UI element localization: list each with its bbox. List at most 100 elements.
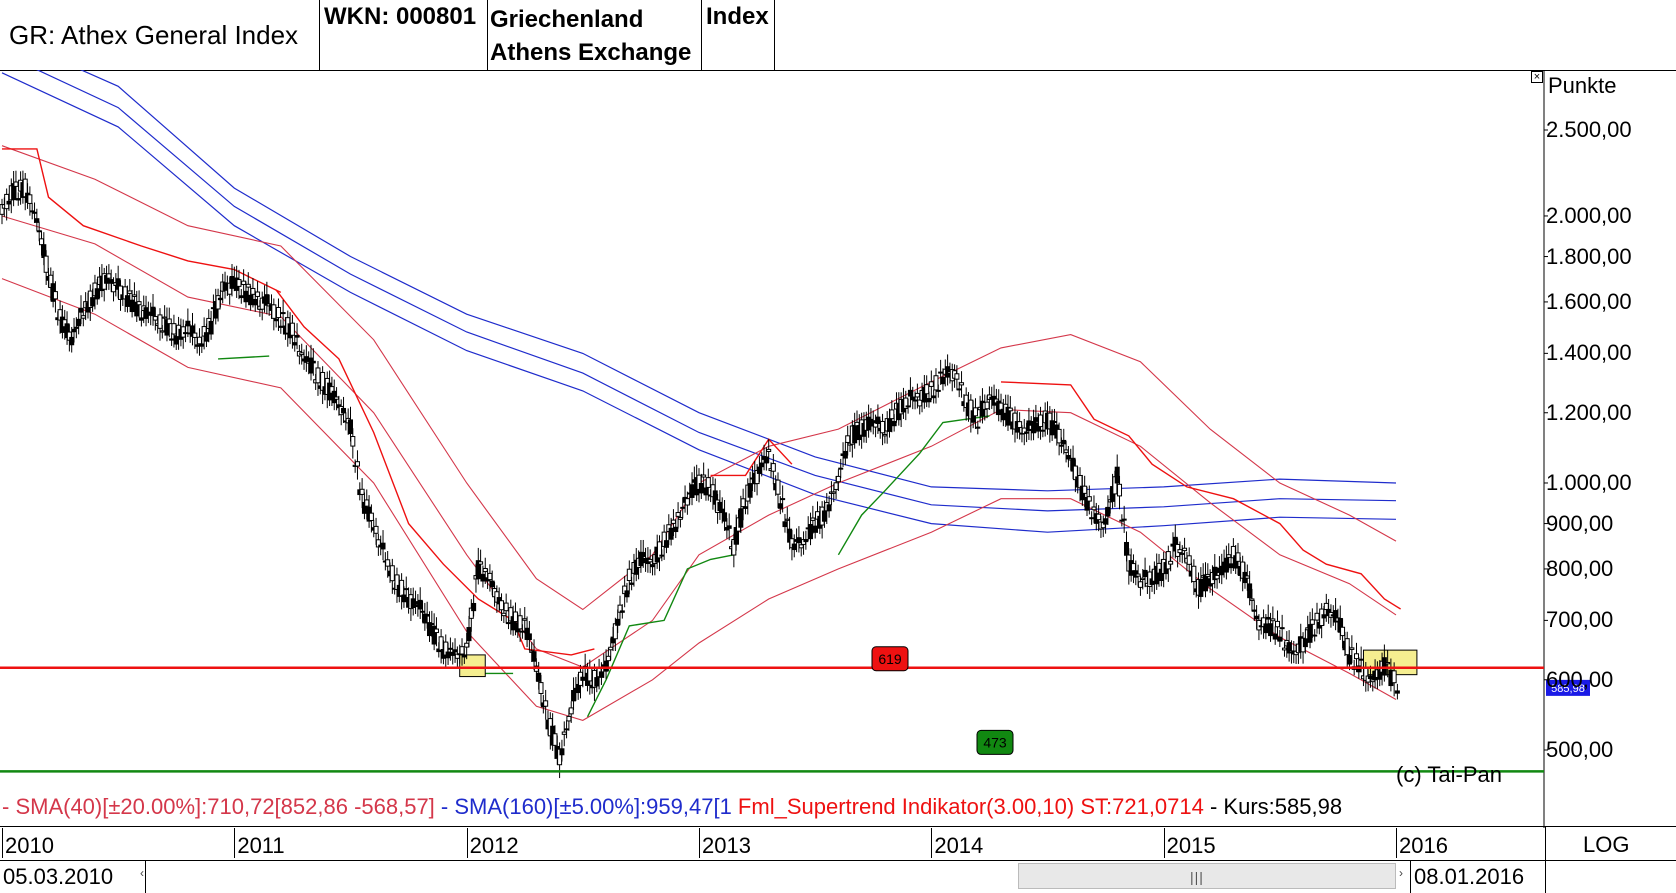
candle bbox=[1114, 454, 1120, 490]
candle bbox=[1168, 555, 1174, 572]
candle bbox=[1381, 644, 1387, 682]
candle bbox=[380, 530, 386, 561]
price-chart[interactable]: 619 473 585,98 bbox=[0, 70, 1676, 828]
candle bbox=[677, 510, 683, 528]
candle bbox=[452, 638, 458, 663]
candle bbox=[801, 531, 807, 555]
candle bbox=[159, 324, 165, 339]
x-tick-mark bbox=[1396, 828, 1397, 858]
candle bbox=[1086, 485, 1092, 515]
candle bbox=[1270, 606, 1276, 635]
candle bbox=[926, 391, 932, 408]
candle bbox=[196, 328, 202, 356]
exchange-label: Griechenland Athens Exchange bbox=[488, 0, 702, 70]
instrument-title: GR: Athex General Index bbox=[0, 0, 320, 70]
candle bbox=[0, 198, 5, 225]
candle bbox=[11, 170, 17, 207]
candle bbox=[15, 192, 21, 206]
y-tick-label: 1.400,00 bbox=[1546, 340, 1632, 366]
candle bbox=[852, 412, 858, 449]
candle bbox=[1249, 588, 1255, 612]
candle bbox=[1349, 635, 1355, 664]
candle bbox=[838, 458, 844, 479]
candle bbox=[945, 354, 951, 386]
candle bbox=[1314, 602, 1320, 634]
x-tick-mark bbox=[2, 828, 3, 858]
copyright-text: (c) Tai-Pan bbox=[1396, 762, 1502, 787]
candle bbox=[561, 721, 567, 747]
candle bbox=[255, 281, 261, 310]
scrollbar-thumb-grip-icon[interactable]: ||| bbox=[1190, 869, 1204, 885]
candle bbox=[959, 371, 965, 398]
candle bbox=[673, 519, 679, 539]
candle bbox=[145, 301, 151, 324]
candle bbox=[571, 677, 577, 711]
log-scale-toggle[interactable]: LOG bbox=[1583, 832, 1630, 857]
candle bbox=[531, 639, 537, 671]
supertrend-segment-1 bbox=[218, 355, 270, 360]
candle bbox=[1385, 649, 1391, 678]
candle bbox=[1228, 556, 1234, 574]
supertrend-segment-0 bbox=[2, 148, 282, 294]
plot-area bbox=[0, 70, 1418, 779]
candle bbox=[782, 513, 788, 533]
y-axis-label: Punkte bbox=[1548, 73, 1617, 98]
candle bbox=[907, 377, 913, 408]
candle bbox=[770, 453, 776, 485]
candle bbox=[169, 332, 175, 346]
y-tick-label: 800,00 bbox=[1546, 555, 1614, 581]
candle bbox=[972, 398, 978, 429]
candle bbox=[791, 534, 797, 558]
candle bbox=[657, 535, 663, 572]
candle bbox=[310, 348, 316, 376]
legend-sma40: - SMA(40)[±20.00%]:710,72[852,86 -568,57… bbox=[2, 794, 435, 819]
candle bbox=[138, 310, 144, 327]
sma160-band-0 bbox=[79, 70, 1397, 492]
candle bbox=[587, 659, 593, 695]
candle bbox=[1312, 629, 1318, 642]
resistance-label-box bbox=[871, 646, 909, 672]
x-tick-mark bbox=[234, 828, 236, 858]
candle bbox=[578, 664, 584, 699]
candle bbox=[164, 307, 170, 342]
candle bbox=[826, 495, 832, 518]
candle bbox=[413, 590, 419, 615]
indicator-legend: - SMA(40)[±20.00%]:710,72[852,86 -568,57… bbox=[2, 794, 1342, 820]
scroll-right-icon[interactable]: › bbox=[1399, 866, 1403, 880]
candle bbox=[701, 462, 707, 491]
scroll-left-icon[interactable]: ‹ bbox=[140, 866, 144, 880]
candle bbox=[350, 428, 356, 459]
candle bbox=[1309, 608, 1315, 639]
candle bbox=[185, 308, 191, 338]
candle bbox=[150, 294, 156, 326]
candle bbox=[294, 323, 300, 350]
candle bbox=[775, 472, 781, 508]
wkn-label: WKN: 000801 bbox=[320, 0, 488, 70]
y-tick-label: 1.000,00 bbox=[1546, 469, 1632, 495]
legend-supertrend: Fml_Supertrend Indikator(3.00,10) ST:721… bbox=[731, 794, 1204, 819]
resistance-label: 619 bbox=[878, 651, 902, 667]
candle bbox=[1089, 511, 1095, 525]
candle bbox=[275, 298, 281, 331]
close-icon[interactable]: × bbox=[1531, 71, 1543, 83]
axis-corner-divider bbox=[1545, 826, 1546, 893]
candle bbox=[1223, 545, 1229, 580]
timeline-scrollbar[interactable] bbox=[1018, 863, 1396, 889]
candle bbox=[619, 604, 625, 619]
candle bbox=[689, 472, 695, 506]
support-label-box bbox=[976, 729, 1014, 755]
candle bbox=[803, 530, 809, 550]
candle bbox=[880, 413, 886, 446]
candle bbox=[626, 560, 632, 595]
candle bbox=[1286, 630, 1292, 662]
last-price-badge bbox=[1546, 679, 1590, 696]
candle bbox=[891, 414, 897, 432]
supertrend-segment-5 bbox=[710, 438, 793, 477]
candle bbox=[796, 526, 802, 553]
candle bbox=[603, 649, 609, 680]
candle bbox=[647, 549, 653, 574]
candle bbox=[1031, 409, 1037, 441]
sma160-band-2 bbox=[1, 72, 1397, 533]
sma160-band-1 bbox=[36, 70, 1397, 512]
highlight-zone-0 bbox=[459, 654, 486, 678]
